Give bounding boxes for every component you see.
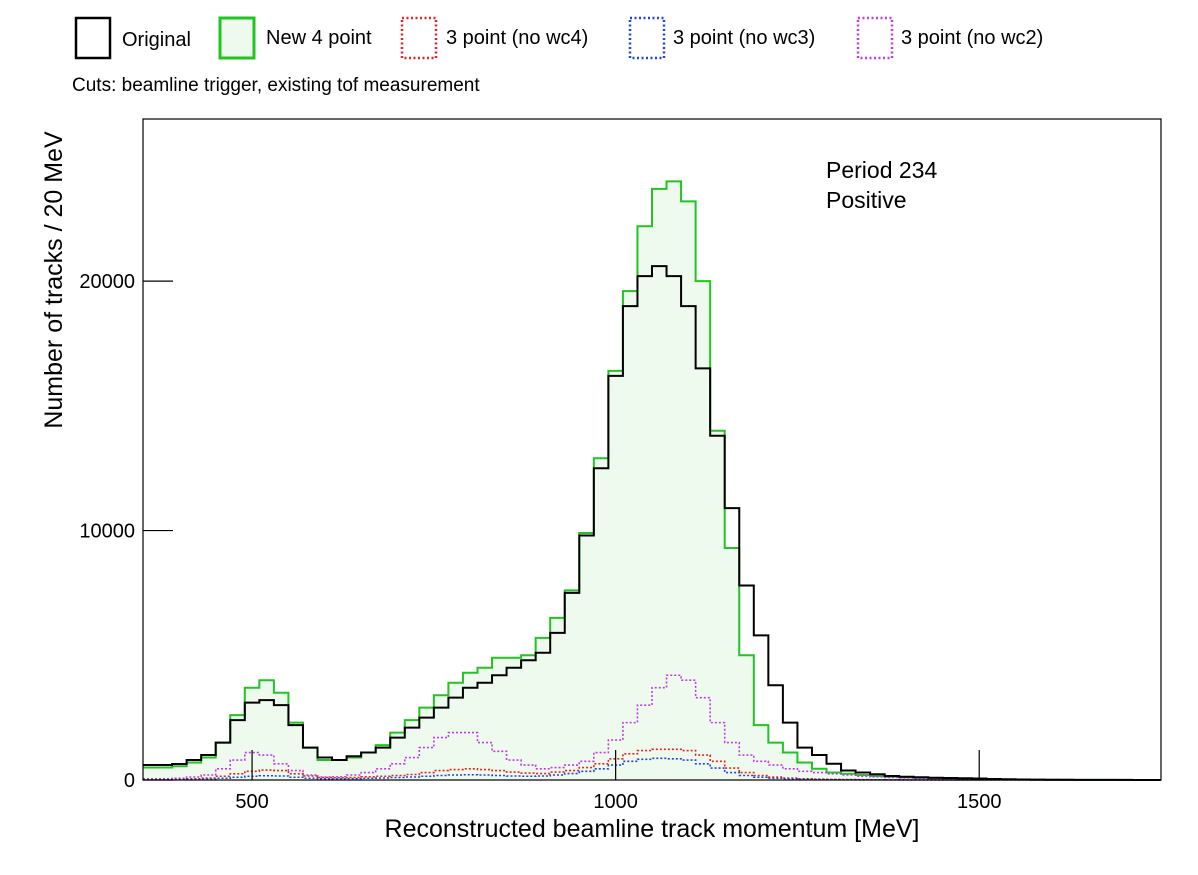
x-tick-label-1500: 1500 (957, 791, 1002, 813)
charge-annotation: Positive (826, 187, 907, 213)
series-layer (143, 180, 1161, 781)
cuts-note: Cuts: beamline trigger, existing tof mea… (72, 75, 480, 96)
legend-label-no-wc2: 3 point (no wc2) (901, 27, 1043, 49)
legend-item-new-4-point: New 4 point (218, 16, 372, 60)
legend-item-original: Original (74, 16, 191, 60)
legend-swatch-new-4-point (218, 16, 256, 60)
y-tick-label-0: 0 (124, 770, 135, 792)
legend-item-no-wc3: 3 point (no wc3) (628, 16, 815, 60)
axis-ticks: 500 1000 1500 0 10000 20000 (79, 271, 1001, 813)
x-tick-label-1000: 1000 (593, 791, 638, 813)
legend-swatch-no-wc2 (856, 16, 894, 60)
x-tick-label-500: 500 (235, 791, 268, 813)
legend-label-new-4-point: New 4 point (266, 27, 372, 49)
legend-label-no-wc4: 3 point (no wc4) (446, 27, 588, 49)
plot-frame (142, 118, 1162, 781)
legend-item-no-wc2: 3 point (no wc2) (856, 16, 1043, 60)
x-axis-title: Reconstructed beamline track momentum [M… (385, 815, 920, 843)
series-line-original (143, 265, 1161, 781)
y-tick-label-10000: 10000 (79, 521, 135, 543)
series-fill-new-4-point (143, 181, 1161, 780)
legend-swatch-no-wc4 (400, 16, 438, 60)
y-tick-label-20000: 20000 (79, 271, 135, 293)
legend-item-no-wc4: 3 point (no wc4) (400, 16, 588, 60)
legend-swatch-original (74, 16, 112, 60)
legend-label-original: Original (122, 29, 191, 51)
y-axis-title: Number of tracks / 20 MeV (40, 131, 68, 429)
period-annotation: Period 234 (826, 157, 937, 183)
legend: Original New 4 point 3 point (no wc4) 3 … (74, 16, 1043, 60)
legend-label-no-wc3: 3 point (no wc3) (673, 27, 815, 49)
legend-swatch-no-wc3 (628, 16, 666, 60)
